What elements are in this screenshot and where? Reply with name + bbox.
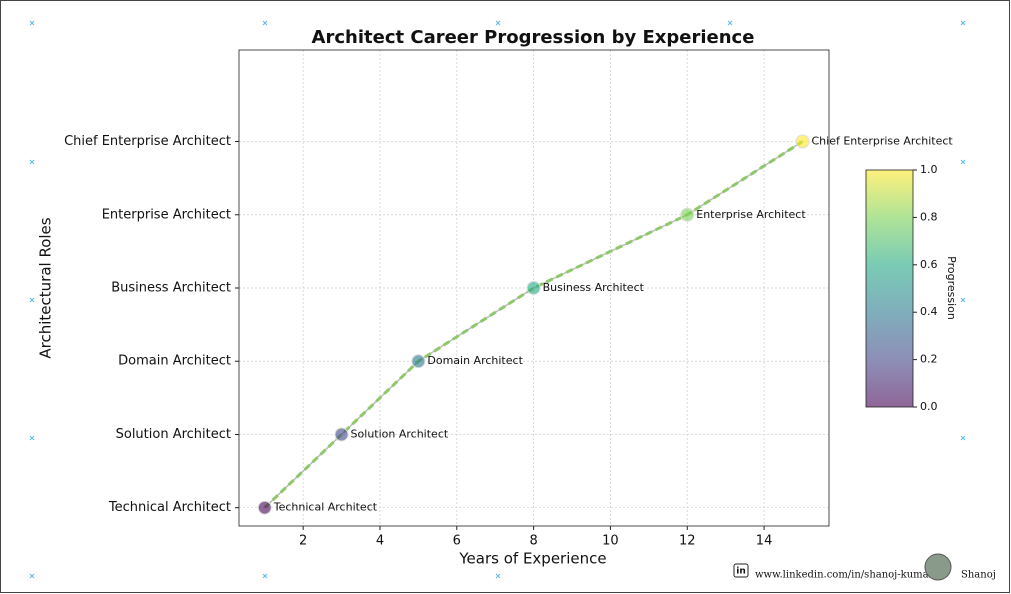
point-label: Business Architect xyxy=(543,281,645,294)
trend-line xyxy=(263,140,804,509)
x-tick-label: 14 xyxy=(756,534,773,549)
y-tick-label: Enterprise Architect xyxy=(102,207,231,222)
x-tick-label: 8 xyxy=(529,534,537,549)
x-tick-label: 2 xyxy=(299,534,307,549)
colorbar-tick-label: 1.0 xyxy=(920,163,938,176)
y-tick-label: Solution Architect xyxy=(116,427,231,442)
x-tick-label: 10 xyxy=(602,534,619,549)
x-tick-label: 6 xyxy=(453,534,461,549)
footer-name: Shanoj xyxy=(961,570,996,581)
decor xyxy=(29,20,966,579)
y-tick-label: Domain Architect xyxy=(118,354,231,369)
colorbar-tick-label: 0.6 xyxy=(920,258,938,271)
colorbar-label: Progression xyxy=(945,256,958,320)
colorbar-tick-label: 0.2 xyxy=(920,353,938,366)
y-tick-label: Business Architect xyxy=(111,281,231,296)
point xyxy=(680,207,695,222)
colorbar-tick-label: 0.8 xyxy=(920,210,938,223)
point xyxy=(334,427,349,442)
point-label: Solution Architect xyxy=(351,427,449,440)
colorbar-tick-label: 0.4 xyxy=(920,305,938,318)
point-label: Chief Enterprise Architect xyxy=(811,135,953,148)
point-label: Domain Architect xyxy=(427,354,523,367)
colorbar xyxy=(865,169,914,408)
x-tick-label: 4 xyxy=(376,534,384,549)
linkedin-icon-text: in xyxy=(736,567,746,577)
y-axis-label: Architectural Roles xyxy=(37,217,55,358)
point xyxy=(411,354,426,369)
linkedin-icon xyxy=(733,563,749,578)
point-label: Technical Architect xyxy=(273,501,378,514)
chart-title: Architect Career Progression by Experien… xyxy=(312,27,755,48)
y-tick-label: Technical Architect xyxy=(108,500,231,515)
plot-frame xyxy=(238,49,830,527)
point xyxy=(795,134,810,149)
colorbar-tick-label: 0.0 xyxy=(920,400,938,413)
point xyxy=(526,281,541,295)
point-label: Enterprise Architect xyxy=(696,208,806,221)
x-axis-label: Years of Experience xyxy=(458,550,606,568)
point xyxy=(257,500,272,515)
y-tick-label: Chief Enterprise Architect xyxy=(64,134,231,149)
avatar xyxy=(924,553,952,581)
x-tick-label: 12 xyxy=(679,534,696,549)
footer-link[interactable]: www.linkedin.com/in/shanoj-kumar xyxy=(755,570,934,581)
